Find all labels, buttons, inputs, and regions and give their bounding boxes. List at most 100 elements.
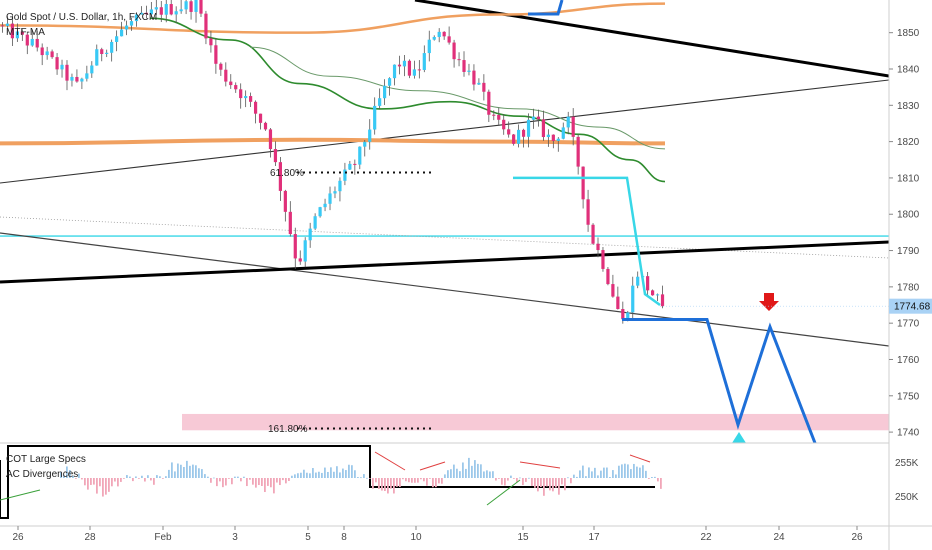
candle-body bbox=[531, 116, 536, 120]
ac-histogram-bar bbox=[186, 460, 188, 478]
candle-body bbox=[452, 42, 456, 60]
candle-body bbox=[119, 29, 124, 37]
candle-body bbox=[194, 0, 198, 12]
candle-body bbox=[110, 41, 114, 53]
candle-body bbox=[249, 96, 253, 102]
time-axis[interactable]: 26 28 Feb 3 5 8 10 15 17 22 24 26 bbox=[12, 526, 863, 543]
ac-histogram-bar bbox=[441, 478, 443, 484]
candle-body bbox=[368, 129, 372, 142]
candle-body bbox=[546, 134, 550, 138]
ac-histogram-bar bbox=[561, 478, 563, 485]
candle-body bbox=[204, 13, 208, 39]
time-axis-tick-label: 26 bbox=[851, 532, 863, 543]
ac-histogram-bar bbox=[399, 478, 401, 487]
candle-body bbox=[5, 23, 10, 26]
candle-body bbox=[318, 207, 322, 217]
main-plot[interactable]: 61.80% 161.80% bbox=[0, 0, 889, 443]
candle-body bbox=[497, 114, 501, 120]
sub-axis-tick-255k: 255K bbox=[895, 458, 919, 469]
ac-histogram-bar bbox=[306, 472, 308, 478]
candle-body bbox=[134, 14, 139, 22]
ac-histogram-bar bbox=[93, 478, 95, 485]
price-axis-tick-label: 1760 bbox=[897, 355, 920, 366]
ac-histogram-bar bbox=[147, 475, 149, 478]
divergence-red-line-1 bbox=[374, 451, 406, 471]
candle-body bbox=[85, 73, 89, 79]
ac-histogram-bar bbox=[381, 478, 383, 491]
candle-body bbox=[154, 7, 158, 10]
candle-body bbox=[70, 76, 74, 81]
ac-histogram-bar bbox=[501, 478, 503, 485]
ac-histogram-bar bbox=[636, 466, 638, 478]
ac-histogram-bar bbox=[138, 478, 140, 479]
candle-body bbox=[378, 98, 382, 106]
moving-average-green-slow bbox=[249, 46, 666, 150]
ac-histogram-bar bbox=[600, 470, 602, 478]
candle-body bbox=[288, 211, 292, 235]
candle-body bbox=[179, 9, 183, 12]
ac-histogram-bar bbox=[342, 468, 344, 478]
time-axis-tick-label: 17 bbox=[588, 532, 600, 543]
ac-histogram-bar bbox=[72, 475, 74, 478]
candle-body bbox=[601, 250, 605, 269]
ac-histogram-bar bbox=[216, 478, 218, 487]
ac-histogram-bar bbox=[99, 478, 101, 487]
ac-histogram-bar bbox=[231, 478, 233, 485]
ac-histogram-bar bbox=[594, 467, 596, 478]
ac-histogram-bar bbox=[654, 476, 656, 478]
candle-body bbox=[631, 285, 635, 313]
ac-histogram-bar bbox=[336, 466, 338, 478]
price-axis-tick-label: 1750 bbox=[897, 391, 920, 402]
candle-body bbox=[55, 57, 59, 70]
ac-histogram-bar bbox=[333, 471, 335, 478]
candle-body bbox=[234, 85, 238, 90]
cyan-projection bbox=[513, 176, 661, 307]
ac-histogram-bar bbox=[282, 478, 284, 481]
divergence-red-line-4 bbox=[629, 454, 651, 463]
ac-histogram-bar bbox=[351, 465, 353, 478]
ac-histogram-bar bbox=[384, 478, 386, 491]
price-axis-tick-label: 1740 bbox=[897, 428, 920, 439]
dotted-trendline bbox=[0, 216, 889, 259]
ac-histogram-bar bbox=[630, 469, 632, 478]
candle-body bbox=[397, 64, 402, 67]
sub-axis-tick-250k: 250K bbox=[895, 492, 919, 503]
ac-histogram-bar bbox=[222, 478, 224, 488]
ac-histogram-bar bbox=[534, 478, 536, 488]
candle-body bbox=[655, 294, 660, 296]
candle-body bbox=[348, 163, 352, 170]
ac-histogram-bar bbox=[450, 469, 452, 478]
ac-histogram-bar bbox=[552, 478, 554, 492]
ac-histogram-bar bbox=[84, 478, 86, 486]
ac-histogram-bar bbox=[621, 464, 623, 478]
ac-histogram-bar bbox=[156, 475, 158, 478]
ac-histogram-bar bbox=[180, 464, 182, 478]
ac-histogram-bar bbox=[408, 478, 410, 483]
candle-body bbox=[477, 82, 481, 85]
ac-histogram-bar bbox=[648, 478, 650, 479]
sub-label-cot: COT Large Specs bbox=[6, 454, 86, 465]
ac-histogram-bar bbox=[402, 478, 404, 480]
time-axis-tick-label: 3 bbox=[232, 532, 238, 543]
ac-histogram-bar bbox=[558, 478, 560, 495]
moving-average-green-fast bbox=[149, 17, 666, 183]
candle-body bbox=[576, 136, 580, 167]
sub-panel[interactable] bbox=[0, 445, 662, 519]
time-axis-tick-label: 10 bbox=[410, 532, 422, 543]
ac-histogram-bar bbox=[129, 476, 131, 478]
candle-body bbox=[551, 134, 555, 141]
ac-histogram-bar bbox=[288, 478, 290, 481]
ac-histogram-bar bbox=[513, 478, 515, 479]
candle-body bbox=[323, 203, 327, 208]
ac-histogram-bar bbox=[348, 464, 350, 478]
candle-body bbox=[149, 9, 153, 15]
ac-histogram-bar bbox=[135, 476, 137, 478]
ac-histogram-bar bbox=[432, 478, 434, 488]
ac-histogram-bar bbox=[207, 476, 209, 478]
candle-body bbox=[556, 138, 560, 141]
candle-body bbox=[566, 116, 570, 128]
candle-body bbox=[472, 70, 476, 85]
candle-body bbox=[15, 31, 19, 39]
price-axis[interactable]: 1740 1750 1760 1770 1780 1790 1800 1810 1820 1830… bbox=[889, 28, 920, 439]
